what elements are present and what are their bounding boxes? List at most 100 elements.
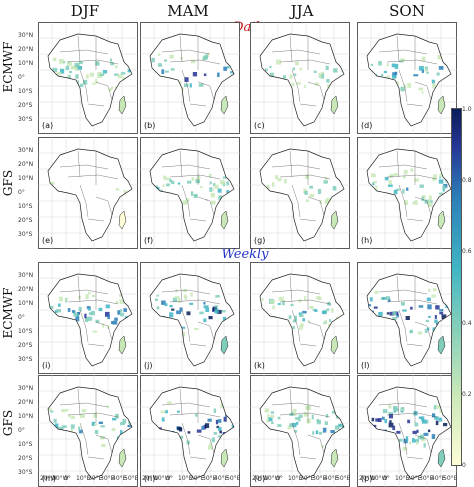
section-weekly-title: Weekly	[221, 247, 269, 262]
colorbar-tick: 0.4	[462, 319, 472, 327]
map-panel: (k)	[250, 262, 350, 374]
panel-label: (e)	[42, 236, 54, 245]
longitude-tick: 10°W	[52, 475, 69, 482]
panel-label: (k)	[254, 361, 265, 370]
panel-label: (m)	[42, 474, 57, 483]
longitude-tick: 10°W	[154, 475, 171, 482]
panel-label: (d)	[361, 121, 373, 130]
latitude-tick: 20°N	[18, 161, 34, 168]
latitude-tick: 0°	[18, 427, 25, 434]
africa-map	[357, 262, 457, 374]
panel-label: (j)	[144, 361, 153, 370]
map-panel: (l)	[357, 262, 457, 374]
longitude-tick: 40°E	[431, 475, 446, 482]
latitude-tick: 10°S	[18, 328, 33, 335]
colorbar-tick: 0.2	[462, 390, 472, 398]
row-label-weekly-ecmwf: ECMWF	[1, 287, 15, 339]
longitude-tick: 30°E	[312, 475, 327, 482]
panel-label: (p)	[361, 474, 373, 483]
panel-label: (c)	[254, 121, 265, 130]
africa-map	[250, 262, 350, 374]
longitude-tick: 20°W	[359, 475, 376, 482]
longitude-tick: 20°E	[300, 475, 315, 482]
longitude-tick: 40°E	[324, 475, 339, 482]
map-panel: (o)	[250, 375, 350, 487]
longitude-tick: 50°E	[443, 475, 458, 482]
longitude-tick: 30°E	[419, 475, 434, 482]
season-son: SON	[389, 2, 425, 20]
latitude-tick: 10°N	[18, 413, 34, 420]
latitude-tick: 10°N	[18, 175, 34, 182]
africa-map	[250, 22, 350, 134]
latitude-tick: 20°S	[18, 455, 33, 462]
longitude-tick: 50°E	[124, 475, 139, 482]
latitude-tick: 30°S	[18, 356, 33, 363]
map-panel: (c)	[250, 22, 350, 134]
longitude-tick: 30°E	[202, 475, 217, 482]
africa-map	[357, 22, 457, 134]
panel-label: (l)	[361, 361, 370, 370]
longitude-tick: 30°E	[100, 475, 115, 482]
longitude-tick: 10°W	[264, 475, 281, 482]
colorbar	[451, 108, 462, 466]
latitude-tick: 10°S	[18, 203, 33, 210]
colorbar-tick: 0	[462, 462, 466, 469]
longitude-tick: 10°E	[288, 475, 303, 482]
latitude-tick: 0°	[18, 74, 25, 81]
panel-label: (h)	[361, 236, 373, 245]
map-panel: (p)	[357, 375, 457, 487]
latitude-tick: 30°N	[18, 32, 34, 39]
colorbar-tick: 0.6	[462, 248, 472, 256]
africa-map	[38, 22, 138, 134]
panel-label: (f)	[144, 236, 154, 245]
panel-label: (o)	[254, 474, 266, 483]
map-panel: 30°N 20°N 10°N 0° 10°S 20°S 30°S (a)	[18, 22, 138, 134]
latitude-tick: 0°	[18, 314, 25, 321]
longitude-tick: 0°	[166, 475, 173, 482]
longitude-tick: 0°	[64, 475, 71, 482]
longitude-tick: 10°W	[371, 475, 388, 482]
map-panel: 30°N 20°N 10°N 0° 10°S 20°S 30°S (i)	[18, 262, 138, 374]
season-mam: MAM	[167, 2, 209, 20]
map-panel: (j)	[140, 262, 240, 374]
latitude-tick: 10°N	[18, 300, 34, 307]
latitude-tick: 30°N	[18, 385, 34, 392]
panel-label: (a)	[42, 121, 54, 130]
map-panel: (n)	[140, 375, 240, 487]
latitude-tick: 10°S	[18, 441, 33, 448]
latitude-tick: 20°N	[18, 286, 34, 293]
row-label-daily-ecmwf: ECMWF	[1, 41, 15, 93]
africa-map	[140, 262, 240, 374]
map-panel: 30°N 20°N 10°N 0° 10°S 20°S 30°S (e)	[18, 137, 138, 249]
latitude-tick: 20°S	[18, 217, 33, 224]
africa-map	[38, 262, 138, 374]
longitude-tick: 10°E	[76, 475, 91, 482]
longitude-tick: 0°	[276, 475, 283, 482]
africa-map	[140, 137, 240, 249]
row-label-daily-gfs: GFS	[1, 169, 15, 197]
longitude-tick: 20°W	[252, 475, 269, 482]
africa-map	[250, 375, 350, 487]
latitude-tick: 30°S	[18, 116, 33, 123]
map-panel: (h)	[357, 137, 457, 249]
colorbar-tick: 0.8	[462, 177, 472, 185]
colorbar-tick: 1.0	[462, 106, 472, 113]
africa-map	[38, 375, 138, 487]
longitude-tick: 0°	[383, 475, 390, 482]
season-djf: DJF	[70, 2, 100, 20]
panel-label: (g)	[254, 236, 266, 245]
latitude-tick: 20°S	[18, 102, 33, 109]
africa-map	[140, 375, 240, 487]
latitude-tick: 20°N	[18, 399, 34, 406]
row-label-weekly-gfs: GFS	[1, 409, 15, 437]
latitude-tick: 30°N	[18, 272, 34, 279]
panel-label: (b)	[144, 121, 156, 130]
longitude-tick: 20°E	[88, 475, 103, 482]
latitude-tick: 30°N	[18, 147, 34, 154]
map-panel: (d)	[357, 22, 457, 134]
longitude-tick: 50°E	[336, 475, 351, 482]
africa-map	[357, 375, 457, 487]
map-panel: (b)	[140, 22, 240, 134]
panel-label: (n)	[144, 474, 156, 483]
longitude-tick: 50°E	[226, 475, 241, 482]
